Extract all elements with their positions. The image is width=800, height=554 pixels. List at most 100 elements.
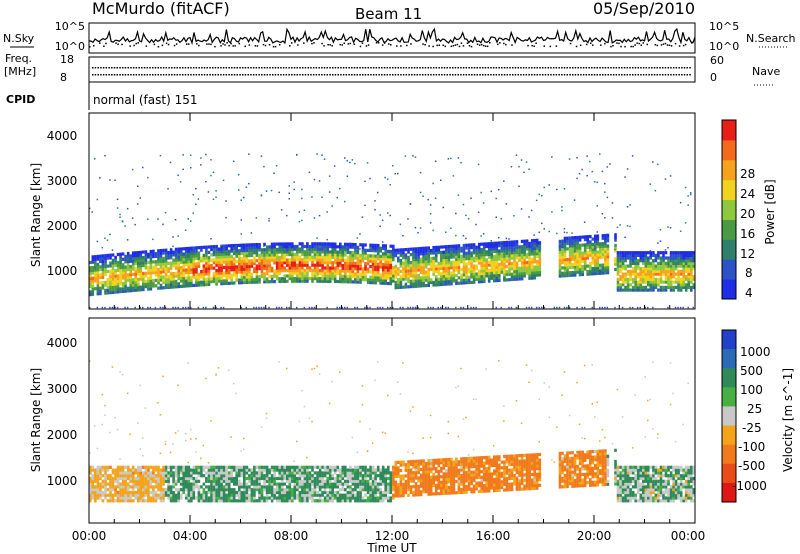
- power-cell: [349, 277, 352, 281]
- power-speck: [182, 306, 184, 309]
- velocity-cell: [169, 493, 173, 497]
- power-speck: [313, 217, 316, 219]
- power-cell: [230, 257, 233, 261]
- power-speck: [472, 306, 475, 309]
- power-cell: [286, 263, 289, 267]
- power-cell: [563, 255, 567, 259]
- power-speck: [192, 212, 194, 214]
- power-cell: [333, 242, 337, 246]
- power-cell: [576, 267, 579, 272]
- power-cell: [351, 256, 355, 260]
- noise-search-dot: [129, 45, 131, 47]
- power-cell: [599, 250, 602, 254]
- power-cell: [172, 282, 175, 286]
- power-cell: [437, 264, 441, 268]
- freq-dot: [220, 74, 222, 76]
- power-cell: [399, 253, 403, 257]
- power-speck: [490, 190, 492, 193]
- power-cell: [384, 265, 387, 269]
- power-cell: [599, 266, 602, 270]
- nave-dot: [143, 67, 146, 69]
- power-cell: [149, 260, 153, 264]
- power-cell: [376, 252, 380, 256]
- nave-dot: [413, 67, 416, 69]
- power-cell: [288, 271, 292, 275]
- noise-search-dot: [678, 45, 681, 47]
- freq-dot: [307, 74, 309, 76]
- power-cell: [263, 277, 266, 281]
- power-cell: [126, 265, 130, 269]
- power-cbar-swatch: [722, 120, 736, 141]
- power-cell: [558, 250, 562, 254]
- power-cell: [222, 252, 226, 256]
- power-cell: [616, 251, 620, 255]
- power-cell: [124, 273, 127, 277]
- power-cell: [392, 266, 395, 270]
- velocity-cell: [131, 479, 135, 483]
- power-cell: [606, 252, 610, 256]
- power-speck: [566, 306, 568, 309]
- power-cell: [149, 265, 153, 270]
- power-cell: [563, 244, 567, 248]
- power-cell: [255, 280, 259, 284]
- velocity-cell: [114, 493, 117, 497]
- velocity-cell: [192, 468, 196, 472]
- power-cell: [414, 249, 418, 254]
- power-speck: [606, 196, 609, 199]
- velocity-speck: [184, 433, 187, 435]
- power-cell: [96, 284, 100, 288]
- nave-dot: [100, 67, 102, 69]
- power-cell: [99, 273, 102, 277]
- power-cell: [669, 264, 673, 268]
- power-cell: [210, 253, 213, 257]
- power-speck: [429, 306, 432, 309]
- nave-dot: [274, 67, 277, 69]
- power-cell: [493, 263, 496, 267]
- velocity-cell: [270, 490, 274, 495]
- power-cell: [672, 264, 675, 268]
- power-cell: [586, 269, 589, 274]
- freq-dot: [517, 74, 519, 76]
- power-cell: [475, 267, 478, 271]
- power-speck: [631, 155, 634, 157]
- velocity-cell: [109, 479, 112, 483]
- power-cell: [265, 250, 269, 254]
- velocity-cell: [116, 476, 120, 481]
- power-cell: [447, 279, 451, 283]
- power-cell: [311, 263, 314, 267]
- power-cell: [487, 271, 491, 275]
- power-cell: [409, 285, 413, 289]
- noise-search-dot: [361, 42, 364, 44]
- power-cell: [359, 261, 362, 266]
- power-cell: [137, 256, 140, 260]
- power-cell: [606, 271, 610, 275]
- power-cell: [399, 285, 403, 289]
- power-cell: [513, 243, 516, 247]
- power-cell: [187, 260, 191, 264]
- power-speck: [543, 228, 545, 230]
- power-cell: [568, 271, 572, 275]
- power-cell: [258, 267, 261, 271]
- power-cell: [278, 250, 281, 254]
- power-speck: [594, 248, 596, 250]
- power-cell: [230, 278, 233, 283]
- power-cell: [321, 258, 324, 262]
- velocity-cell: [202, 493, 206, 497]
- nave-dot: [152, 67, 154, 69]
- velocity-cell: [232, 465, 236, 469]
- nave-dot: [577, 67, 579, 69]
- noise-search-dot: [682, 44, 685, 47]
- power-cell: [248, 275, 251, 279]
- velocity-cell: [94, 476, 97, 481]
- power-cell: [440, 282, 443, 287]
- power-cell: [687, 264, 690, 268]
- power-speck: [339, 306, 341, 309]
- velocity-cell: [89, 482, 92, 486]
- power-cell: [205, 256, 208, 260]
- velocity-cell: [270, 468, 274, 472]
- velocity-cell: [250, 468, 254, 472]
- power-cell: [101, 257, 105, 261]
- velocity-speck: [195, 451, 197, 453]
- power-cell: [450, 271, 453, 275]
- power-cell: [184, 279, 188, 283]
